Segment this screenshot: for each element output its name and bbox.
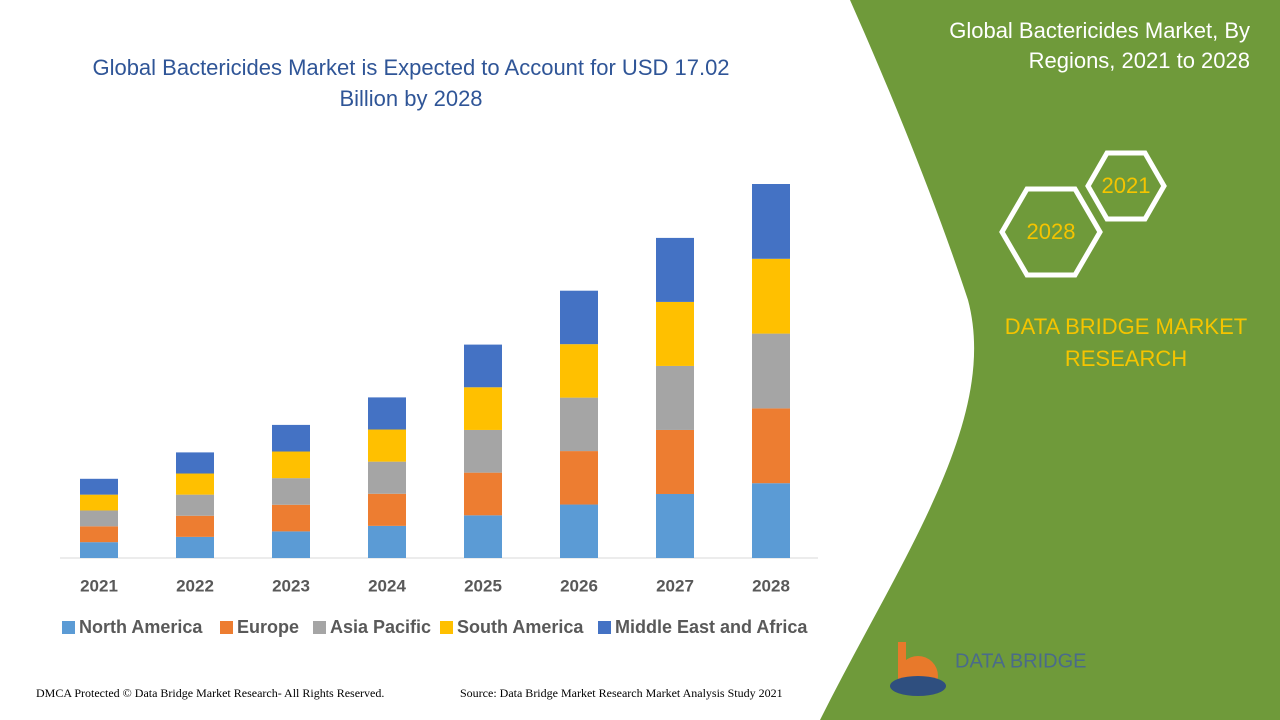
bar-segment: [368, 461, 406, 494]
legend-label: Europe: [237, 617, 299, 637]
logo-mark: [898, 642, 906, 682]
bar-segment: [752, 258, 790, 334]
side-panel-bg: [820, 0, 1280, 720]
bar-segment: [656, 365, 694, 430]
bar-segment: [176, 536, 214, 558]
x-tick-label: 2027: [656, 576, 694, 595]
bar-segment: [80, 494, 118, 511]
bar-segment: [80, 510, 118, 527]
bar-segment: [272, 424, 310, 452]
legend-swatch: [598, 621, 611, 634]
side-title: Global Bactericides Market, By Regions, …: [949, 18, 1250, 73]
chart-title: Global Bactericides Market is Expected t…: [92, 55, 730, 111]
bar-segment: [272, 504, 310, 532]
legend-label: Middle East and Africa: [615, 617, 808, 637]
copyright: DMCA Protected © Data Bridge Market Rese…: [36, 686, 385, 700]
logo: DATA BRIDGE: [890, 642, 1087, 696]
bar-segment: [368, 493, 406, 526]
bar-segment: [176, 473, 214, 495]
bar-segment: [752, 483, 790, 558]
bar-segment: [752, 408, 790, 484]
bar-segment: [464, 472, 502, 516]
bar-segment: [752, 184, 790, 259]
x-tick-label: 2026: [560, 576, 598, 595]
source: Source: Data Bridge Market Research Mark…: [460, 686, 783, 700]
x-tick-label: 2028: [752, 576, 790, 595]
hex-label: 2021: [1102, 173, 1151, 198]
bar-segment: [272, 531, 310, 558]
legend-swatch: [313, 621, 326, 634]
legend-swatch: [440, 621, 453, 634]
bar-segment: [176, 515, 214, 537]
bar-segment: [272, 451, 310, 479]
bar-segment: [560, 397, 598, 452]
bar-segment: [560, 344, 598, 398]
x-tick-label: 2021: [80, 576, 118, 595]
bar-segment: [560, 504, 598, 558]
bar-segment: [368, 397, 406, 430]
legend-swatch: [220, 621, 233, 634]
hexagon: [1085, 150, 1167, 222]
bar-segment: [464, 344, 502, 388]
bar-segment: [752, 333, 790, 409]
logo-text: DATA BRIDGE: [955, 650, 1087, 672]
bar-segment: [80, 526, 118, 543]
legend-label: South America: [457, 617, 584, 637]
bar-segment: [80, 478, 118, 495]
legend-swatch: [62, 621, 75, 634]
bar-segment: [368, 525, 406, 558]
logo-mark: [890, 676, 946, 696]
hexagon: [999, 186, 1103, 278]
bar-segment: [368, 429, 406, 462]
bar-segment: [464, 387, 502, 430]
bar-segment: [560, 290, 598, 345]
legend-label: Asia Pacific: [330, 617, 431, 637]
bar-segment: [560, 451, 598, 505]
bar-segment: [464, 515, 502, 558]
bar-segment: [176, 494, 214, 516]
hex-label: 2028: [1027, 219, 1076, 244]
bar-segment: [80, 542, 118, 558]
brand: DATA BRIDGE MARKET RESEARCH: [1004, 314, 1248, 371]
bar-segment: [272, 478, 310, 505]
bar-segment: [656, 301, 694, 366]
x-tick-label: 2023: [272, 576, 310, 595]
x-tick-label: 2022: [176, 576, 214, 595]
legend-label: North America: [79, 617, 203, 637]
bar-segment: [656, 493, 694, 558]
x-tick-label: 2024: [368, 576, 406, 595]
x-tick-label: 2025: [464, 576, 502, 595]
bar-segment: [464, 429, 502, 473]
bar-segment: [176, 452, 214, 474]
bar-segment: [656, 237, 694, 302]
bar-segment: [656, 429, 694, 494]
